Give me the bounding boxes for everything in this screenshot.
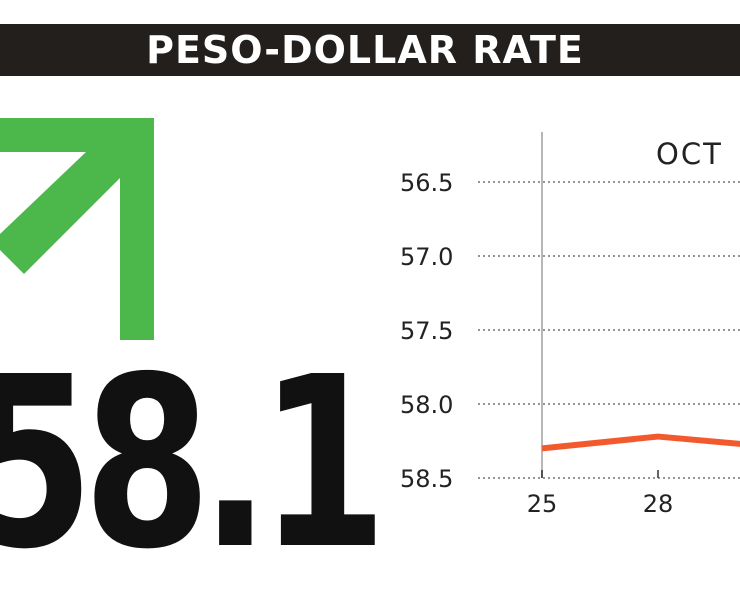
x-tick-label: 28 xyxy=(643,490,674,518)
grid-layer xyxy=(478,181,740,479)
y-tick-label: 57.5 xyxy=(400,317,453,345)
x-tick-layer: 25 28 xyxy=(527,470,674,518)
page-title: PESO-DOLLAR RATE xyxy=(146,28,584,72)
line-chart: OCT 56.5 57.0 57.5 58.0 58.5 25 28 xyxy=(400,132,740,518)
y-tick-label: 57.0 xyxy=(400,243,453,271)
arrow-shape xyxy=(0,118,154,340)
y-tick-label: 56.5 xyxy=(400,169,453,197)
arrow-up-right-icon xyxy=(0,118,154,340)
month-label: OCT xyxy=(656,137,723,171)
y-tick-label: 58.5 xyxy=(400,465,453,493)
y-tick-label: 58.0 xyxy=(400,391,453,419)
rate-value: 58.1 xyxy=(0,326,387,601)
x-tick-label: 25 xyxy=(527,490,558,518)
y-tick-layer: 56.5 57.0 57.5 58.0 58.5 xyxy=(400,169,453,493)
series-line xyxy=(541,433,740,452)
header-bar: PESO-DOLLAR RATE xyxy=(0,24,740,76)
series-layer xyxy=(541,433,740,452)
